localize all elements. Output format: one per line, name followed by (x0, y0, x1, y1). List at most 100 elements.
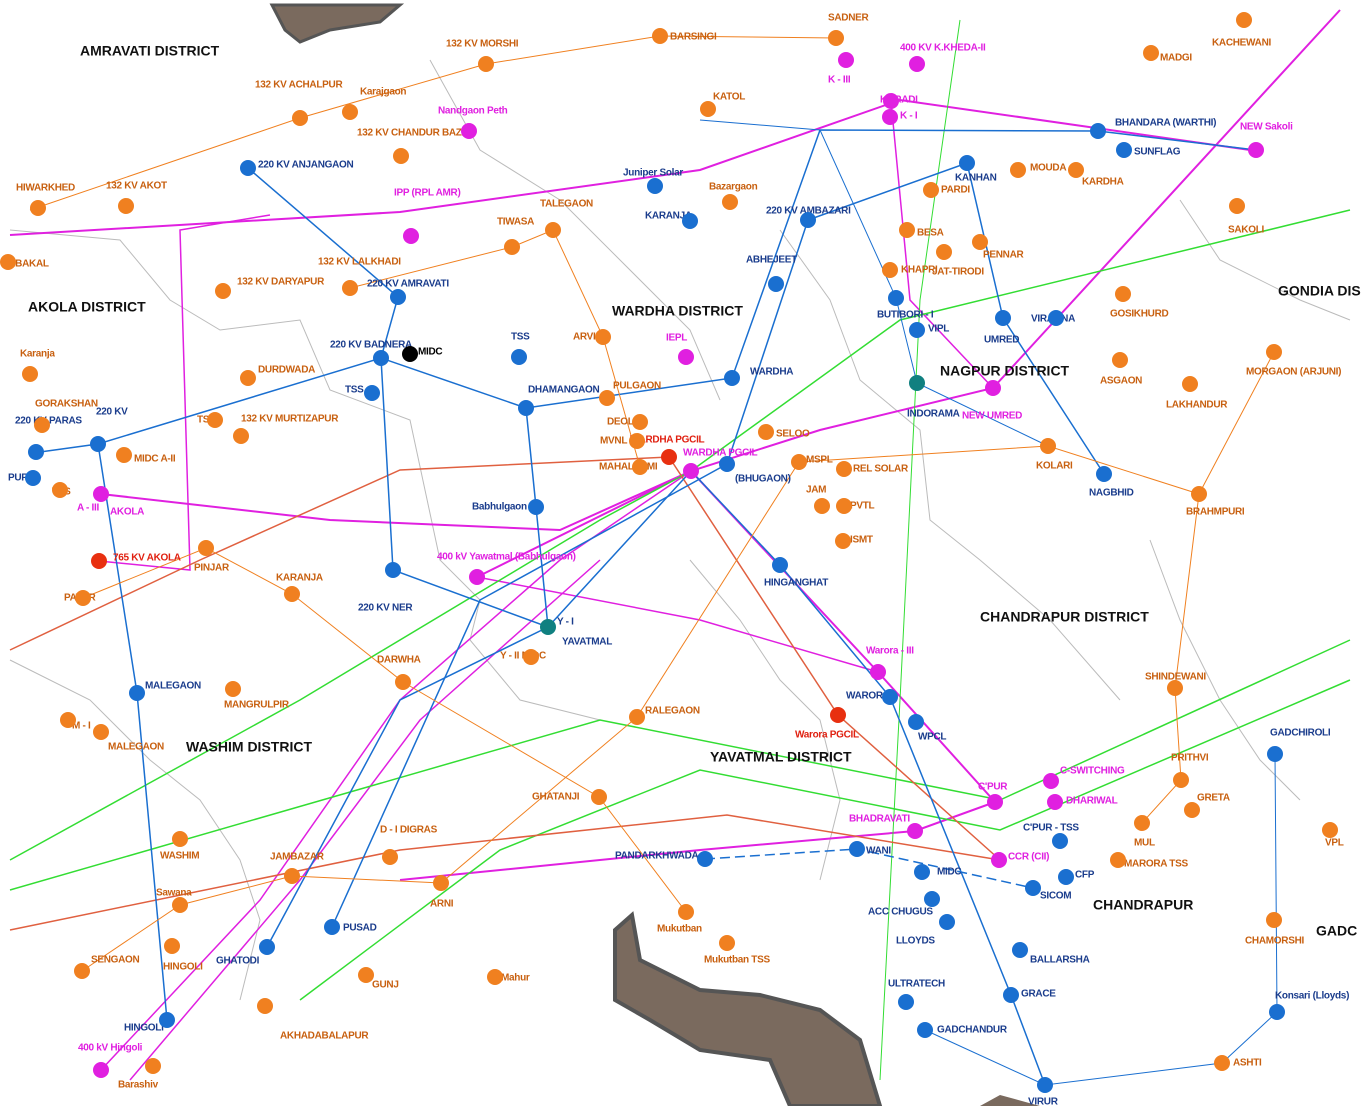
substation (1116, 142, 1132, 158)
substation (724, 370, 740, 386)
substation-label: Babhulgaon (472, 502, 527, 513)
substation (461, 123, 477, 139)
substation (882, 262, 898, 278)
substation-label: VIRUR (1028, 1097, 1059, 1106)
substation (995, 310, 1011, 326)
substation-label: Y - II MIDC (500, 651, 546, 662)
substation (936, 244, 952, 260)
substation (1096, 466, 1112, 482)
substation (1266, 912, 1282, 928)
district-label: CHANDRAPUR DISTRICT (980, 609, 1149, 625)
substation (504, 239, 520, 255)
substation-label: WASHIM (160, 851, 199, 862)
substation (469, 569, 485, 585)
substation-label: TALEGAON (540, 199, 593, 210)
substation-label: CHAMORSHI (1245, 936, 1304, 947)
substation-label: A - III (77, 503, 99, 514)
substation-label: ACC CHUGUS (868, 907, 933, 918)
substation-label: Karajgaon (360, 87, 406, 98)
substation-label: IPP (RPL AMR) (394, 188, 460, 199)
substation-label: HIWARKHED (16, 183, 75, 194)
substation (292, 110, 308, 126)
substation-label: BRAHMPURI (1186, 507, 1245, 518)
substation-label: AKHADABALAPUR (280, 1031, 369, 1042)
substation-label: MSPL (806, 455, 833, 466)
substation-label: INDORAMA (907, 409, 960, 420)
substation-label: Barashiv (118, 1080, 159, 1091)
substation (1248, 142, 1264, 158)
substation-label: DURDWADA (258, 365, 315, 376)
substation-label: MIDC (418, 347, 442, 358)
substation (233, 428, 249, 444)
substation-label: CFP (1075, 870, 1095, 881)
substation (800, 212, 816, 228)
substation-label: Mukutban TSS (704, 955, 770, 966)
substation-label: 220 KV AMRAVATI (367, 279, 449, 290)
substation (358, 967, 374, 983)
substation-label: MALEGAON (145, 681, 201, 692)
substation-label: MVNL (600, 436, 627, 447)
substation-label: GOSIKHURD (1110, 309, 1168, 320)
substation (433, 875, 449, 891)
substation (75, 590, 91, 606)
substation (93, 1062, 109, 1078)
substation-label: 765 KV AKOLA (113, 553, 181, 564)
substation (1267, 746, 1283, 762)
substation (284, 586, 300, 602)
substation (382, 849, 398, 865)
district-label: WARDHA DISTRICT (612, 303, 743, 319)
substation-label: IEPL (666, 333, 687, 344)
substation (28, 444, 44, 460)
substation (1173, 772, 1189, 788)
substation (595, 329, 611, 345)
substation (923, 182, 939, 198)
substation-label: REL SOLAR (853, 464, 909, 475)
substation (240, 370, 256, 386)
substation (883, 93, 899, 109)
substation (599, 390, 615, 406)
substation (215, 283, 231, 299)
substation (22, 366, 38, 382)
substation (373, 350, 389, 366)
substation (364, 385, 380, 401)
substation (917, 1022, 933, 1038)
substation-label: GRETA (1197, 793, 1230, 804)
substation (909, 375, 925, 391)
substation-label: YAVATMAL (562, 637, 612, 648)
substation-label: KARDHA (1082, 177, 1124, 188)
substation-label: MUL (1134, 838, 1155, 849)
substation-label: Bazargaon (709, 182, 758, 193)
substation (25, 470, 41, 486)
substation (30, 200, 46, 216)
substation (259, 939, 275, 955)
substation-label: SENGAON (91, 955, 140, 966)
substation (939, 914, 955, 930)
substation (74, 963, 90, 979)
substation (403, 228, 419, 244)
substation (836, 461, 852, 477)
substation (719, 456, 735, 472)
substation (1047, 794, 1063, 810)
substation (838, 52, 854, 68)
substation-label: KANHAN (955, 173, 997, 184)
substation (591, 789, 607, 805)
substation-label: SICOM (1040, 891, 1071, 902)
substation-label: BHADRAVATI (849, 814, 910, 825)
substation-label: Mahur (501, 973, 530, 984)
substation-label: 132 KV AKOT (106, 181, 167, 192)
substation-label: GADCHANDUR (937, 1025, 1008, 1036)
substation (772, 557, 788, 573)
substation (1090, 123, 1106, 139)
substation-label: 400 KV K.KHEDA-II (900, 43, 986, 54)
substation (629, 709, 645, 725)
substation-label: PARDI (941, 185, 970, 196)
substation-label: VPL (1325, 838, 1344, 849)
substation (768, 276, 784, 292)
substation-label: DHARIWAL (1066, 796, 1118, 807)
substation (678, 349, 694, 365)
substation-label: MIDC A-II (134, 454, 176, 465)
substation (814, 498, 830, 514)
district-label: NAGPUR DISTRICT (940, 363, 1070, 379)
substation (164, 938, 180, 954)
substation (909, 322, 925, 338)
